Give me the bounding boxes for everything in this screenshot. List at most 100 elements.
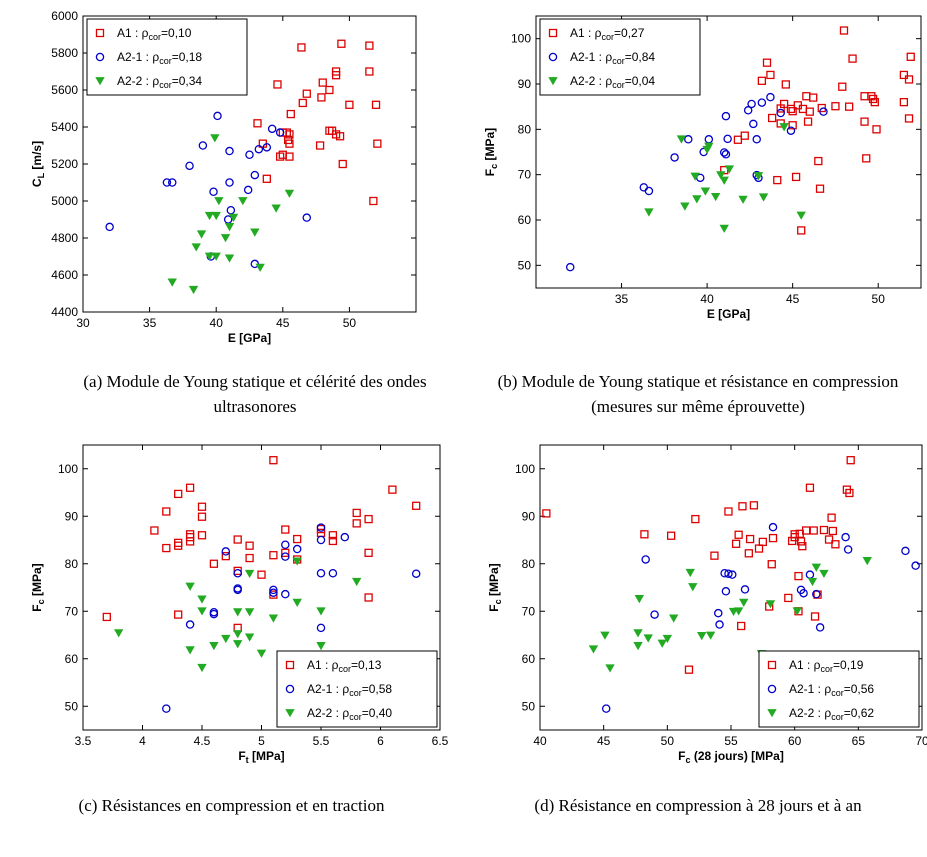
y-tick-label: 5800: [51, 46, 78, 60]
legend-entry: A1 : ρcor=0,27: [570, 26, 645, 42]
data-point: [286, 109, 295, 119]
data-point: [273, 80, 282, 89]
data-point: [365, 67, 374, 76]
x-tick-label: 50: [343, 316, 357, 330]
data-point: [796, 211, 806, 220]
data-point: [224, 222, 235, 232]
data-point: [292, 598, 302, 608]
data-point: [719, 176, 729, 185]
data-point: [684, 665, 694, 674]
data-point: [758, 193, 769, 202]
series-3: [644, 123, 806, 233]
panel-a: 30 35 40 45 50 4400 4600 4800 5000 5200 5400 5600 58…: [0, 0, 463, 428]
y-tick-label: 90: [65, 509, 79, 523]
series-3: [114, 557, 362, 673]
data-point: [174, 610, 183, 619]
data-point: [738, 195, 748, 204]
legend-marker: [285, 660, 295, 670]
x-tick-label: 60: [788, 734, 802, 748]
data-point: [657, 639, 667, 648]
data-point: [220, 234, 231, 243]
data-point: [316, 535, 326, 545]
data-point: [221, 547, 231, 556]
data-point: [757, 76, 767, 85]
data-point: [828, 526, 838, 536]
data-point: [685, 568, 695, 578]
data-point: [747, 99, 756, 109]
data-point: [302, 89, 311, 98]
data-point: [328, 531, 338, 540]
data-point: [588, 645, 599, 654]
y-tick-label: 70: [65, 604, 79, 618]
data-point: [340, 532, 350, 542]
chart-a: 30 35 40 45 50 4400 4600 4800 5000 5200 5400 5600 58…: [30, 9, 417, 345]
data-point: [162, 178, 172, 187]
data-point: [734, 530, 743, 539]
data-point: [815, 623, 825, 632]
data-point: [214, 197, 224, 206]
y-tick-label: 80: [522, 557, 536, 571]
data-point: [213, 111, 222, 121]
data-point: [250, 228, 260, 237]
data-point: [846, 456, 855, 465]
panel-c: 3.5 4 4.5 5 5.5 6 6.5 50 60 70 80 90 100 Ft [MPa] Fc […: [0, 428, 463, 857]
y-tick-label: 80: [65, 557, 79, 571]
caption-d: (d) Résistance en compression à 28 jours…: [534, 796, 862, 815]
y-tick-label: 5600: [51, 83, 78, 97]
data-point: [328, 536, 338, 546]
x-axis-label: Fc (28 jours) [MPa]: [678, 749, 784, 765]
data-point: [364, 548, 373, 557]
data-point: [285, 130, 294, 139]
data-point: [714, 608, 723, 618]
y-tick-label: 100: [58, 462, 78, 476]
panel-b: 35 40 45 50 50 60 70 80 90 100 E [GPa] Fc [MPa] A1 :…: [463, 0, 927, 428]
data-point: [268, 614, 279, 623]
legend-marker: [548, 52, 558, 62]
legend-marker: [95, 28, 105, 38]
x-tick-label: 35: [615, 292, 629, 306]
y-tick-label: 4400: [51, 305, 78, 319]
data-point: [209, 642, 219, 651]
data-point: [633, 629, 643, 638]
data-point: [185, 620, 195, 629]
data-point: [831, 102, 840, 111]
data-point: [373, 139, 382, 148]
y-tick-label: 90: [522, 509, 536, 523]
x-axis-label: Ft [MPa]: [238, 749, 284, 765]
data-point: [688, 583, 698, 592]
y-tick-label: 5400: [51, 120, 78, 134]
x-tick-label: 35: [143, 316, 157, 330]
x-tick-label: 50: [872, 292, 886, 306]
data-point: [102, 612, 111, 622]
data-point: [364, 514, 373, 524]
data-point: [805, 107, 814, 116]
legend-marker: [767, 709, 777, 718]
data-point: [845, 488, 854, 498]
data-point: [565, 262, 575, 272]
data-point: [662, 634, 673, 644]
series-3: [167, 134, 295, 295]
data-point: [325, 85, 334, 95]
data-point: [691, 514, 700, 524]
data-point: [773, 175, 782, 185]
data-point: [794, 571, 803, 581]
data-point: [899, 70, 909, 80]
data-point: [284, 189, 295, 198]
y-axis-label: CL [m/s]: [30, 141, 46, 187]
data-point: [198, 141, 208, 150]
data-point: [150, 526, 159, 535]
legend-marker: [548, 77, 558, 86]
data-point: [753, 172, 764, 181]
data-point: [799, 588, 808, 598]
data-point: [174, 489, 183, 499]
x-tick-label: 50: [661, 734, 675, 748]
data-point: [812, 589, 821, 599]
legend: A1 : ρcor=0,10 A2-1 : ρcor=0,18 A2-2 : ρco…: [86, 18, 248, 96]
data-point: [262, 143, 272, 152]
data-point: [839, 26, 849, 35]
legend-marker: [95, 77, 105, 86]
data-point: [352, 508, 361, 518]
data-point: [292, 557, 302, 566]
y-tick-label: 50: [522, 699, 536, 713]
data-point: [267, 124, 277, 134]
